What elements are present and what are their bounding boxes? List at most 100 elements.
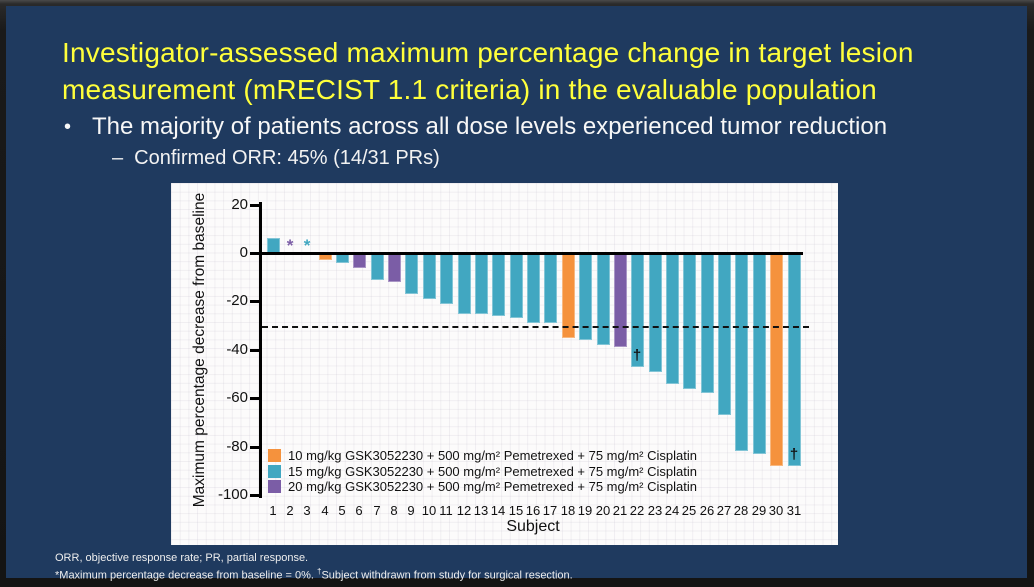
y-tick-label--20: -20 [226, 292, 248, 309]
x-tick-label-10: 10 [421, 503, 437, 518]
x-tick-label-11: 11 [439, 503, 453, 518]
bar-subject-1 [267, 238, 280, 253]
x-tick-label-18: 18 [560, 503, 576, 518]
bar-subject-25 [683, 253, 696, 389]
bar-subject-23 [649, 253, 662, 372]
y-tick-label-0: 0 [239, 244, 248, 261]
dagger-annotation-subject-22: † [632, 347, 642, 364]
bar-subject-8 [388, 253, 401, 282]
slide-title: Investigator-assessed maximum percentage… [62, 34, 982, 108]
x-tick-label-12: 12 [456, 503, 472, 518]
chart-legend: 10 mg/kg GSK3052230 + 500 mg/m² Pemetrex… [268, 448, 697, 495]
sub-bullet-text: Confirmed ORR: 45% (14/31 PRs) [134, 147, 440, 169]
legend-row-2: 15 mg/kg GSK3052230 + 500 mg/m² Pemetrex… [268, 464, 697, 479]
bar-subject-5 [336, 253, 349, 263]
x-tick-label-7: 7 [373, 503, 381, 518]
x-tick-label-1: 1 [269, 503, 277, 518]
x-tick-label-2: 2 [286, 503, 294, 518]
x-tick-label-24: 24 [664, 503, 680, 518]
y-tick-label--100: -100 [217, 486, 248, 503]
legend-swatch-dose_20 [268, 480, 281, 493]
bar-subject-24 [666, 253, 679, 384]
asterisk-annotation-subject-2: * [286, 236, 294, 255]
bar-subject-14 [492, 253, 505, 316]
slide-title-line1: Investigator-assessed maximum percentage… [62, 37, 914, 68]
bar-subject-31 [788, 253, 801, 466]
x-tick-label-6: 6 [355, 503, 363, 518]
bar-subject-29 [753, 253, 766, 454]
x-tick-label-23: 23 [647, 503, 663, 518]
y-tick-mark-20 [250, 204, 259, 207]
dagger-annotation-subject-31: † [789, 446, 799, 463]
x-tick-label-19: 19 [577, 503, 593, 518]
bar-subject-4 [319, 253, 332, 260]
slide-title-line2: measurement (mRECIST 1.1 criteria) in th… [62, 74, 877, 105]
legend-swatch-dose_15 [268, 464, 281, 478]
bullet-text: The majority of patients across all dose… [92, 113, 888, 140]
bar-subject-12 [458, 253, 471, 314]
bar-subject-11 [440, 253, 453, 304]
footnote-line1: ORR, objective response rate; PR, partia… [55, 552, 309, 564]
bar-subject-21 [614, 253, 627, 347]
dagger-icon: † [317, 567, 322, 576]
x-tick-label-22: 22 [629, 503, 645, 518]
bullet-line: • The majority of patients across all do… [64, 113, 887, 141]
waterfall-chart: 20 0 -20 -40 -60 -80 -100 1 2 3 4 5 6 7 8 9 10 11 12 13 14 15… [171, 183, 838, 545]
x-axis-title: Subject [506, 518, 560, 535]
x-tick-label-4: 4 [321, 503, 329, 518]
y-axis-title: Maximum percentage decrease from baselin… [191, 192, 208, 508]
x-tick-label-17: 17 [542, 503, 558, 518]
legend-label-dose_15: 15 mg/kg GSK3052230 + 500 mg/m² Pemetrex… [288, 463, 697, 479]
bar-subject-15 [510, 253, 523, 318]
y-tick-mark--60 [250, 397, 259, 400]
legend-label-dose_20: 20 mg/kg GSK3052230 + 500 mg/m² Pemetrex… [288, 479, 697, 494]
x-tick-label-30: 30 [768, 503, 784, 518]
y-tick-label--80: -80 [226, 438, 248, 455]
legend-label-dose_10: 10 mg/kg GSK3052230 + 500 mg/m² Pemetrex… [288, 448, 697, 463]
x-tick-label-25: 25 [681, 503, 697, 518]
bar-subject-6 [353, 253, 366, 268]
bar-subject-30 [770, 253, 783, 466]
bar-subject-16 [527, 253, 540, 323]
bar-subject-20 [597, 253, 610, 345]
bar-subject-28 [735, 253, 748, 451]
bar-subject-27 [718, 253, 731, 415]
x-tick-label-26: 26 [699, 503, 715, 518]
y-axis-line [259, 202, 262, 498]
x-tick-label-5: 5 [338, 503, 346, 518]
legend-row-3: 20 mg/kg GSK3052230 + 500 mg/m² Pemetrex… [268, 479, 697, 494]
x-tick-label-15: 15 [508, 503, 524, 518]
bar-subject-22 [631, 253, 644, 367]
y-tick-label--60: -60 [226, 389, 248, 406]
x-tick-label-28: 28 [733, 503, 749, 518]
x-tick-label-29: 29 [751, 503, 767, 518]
y-tick-label-20: 20 [231, 196, 248, 213]
x-tick-label-31: 31 [786, 503, 802, 518]
y-tick-mark--40 [250, 349, 259, 352]
bar-subject-19 [579, 253, 592, 340]
x-tick-label-21: 21 [612, 503, 628, 518]
bullet-marker-icon: • [64, 116, 72, 138]
y-tick-label--40: -40 [226, 341, 248, 358]
x-tick-label-3: 3 [303, 503, 311, 518]
footnote-dagger-text: Subject withdrawn from study for surgica… [321, 569, 573, 582]
y-tick-mark-0 [250, 252, 259, 255]
bar-subject-9 [405, 253, 418, 294]
footnote-asterisk-text: *Maximum percentage decrease from baseli… [55, 569, 317, 582]
sub-bullet-line: – Confirmed ORR: 45% (14/31 PRs) [112, 147, 440, 170]
x-tick-label-20: 20 [595, 503, 611, 518]
x-tick-label-27: 27 [716, 503, 732, 518]
bar-subject-10 [423, 253, 436, 299]
x-tick-label-8: 8 [390, 503, 398, 518]
x-tick-label-9: 9 [407, 503, 415, 518]
x-tick-label-14: 14 [490, 503, 506, 518]
legend-swatch-dose_10 [268, 449, 281, 462]
footnotes: ORR, objective response rate; PR, partia… [55, 551, 573, 583]
bar-subject-7 [371, 253, 384, 280]
sub-bullet-marker-icon: – [112, 147, 124, 169]
bar-subject-18 [562, 253, 575, 338]
x-tick-label-13: 13 [473, 503, 489, 518]
x-tick-label-16: 16 [525, 503, 541, 518]
y-tick-mark--20 [250, 300, 259, 303]
zero-baseline [262, 252, 803, 255]
